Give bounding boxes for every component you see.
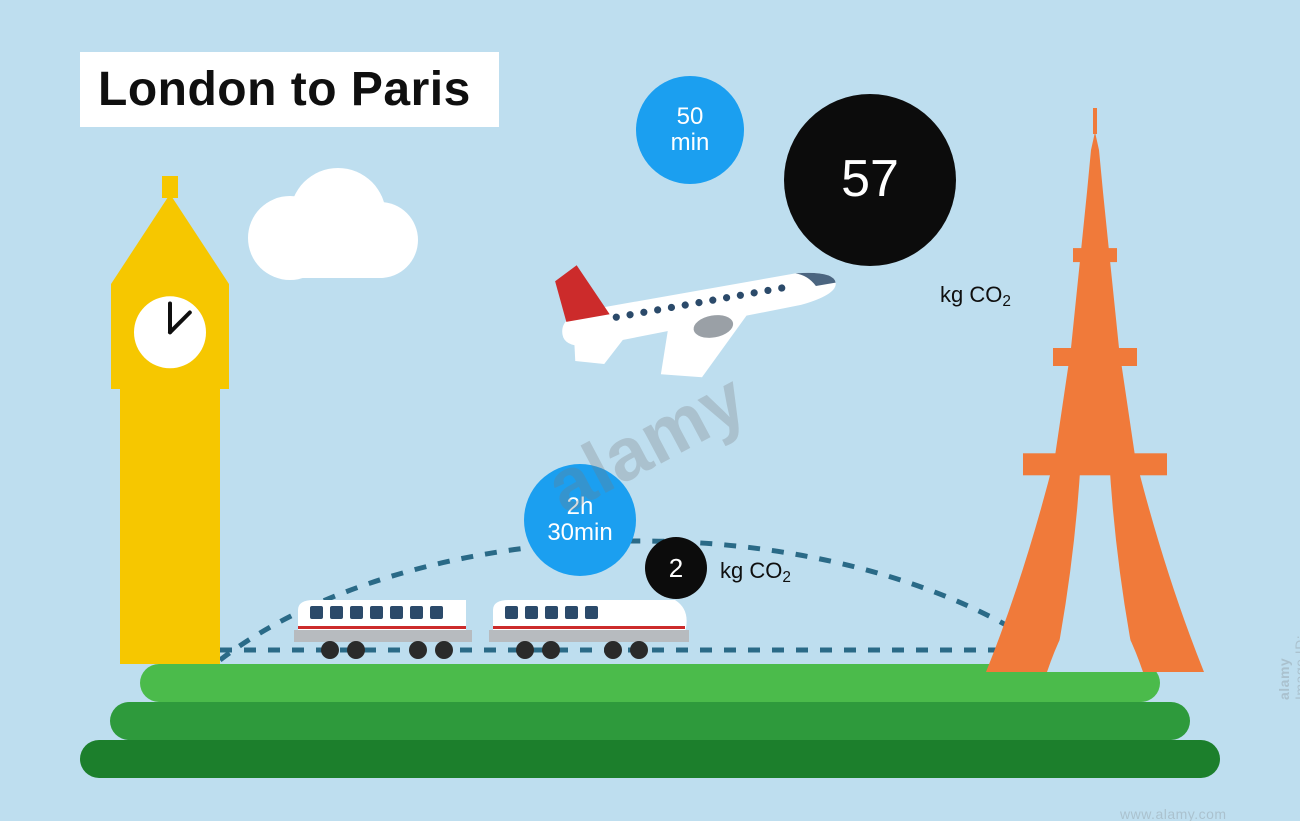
watermark-side: alamy Image ID: 2N02W3N	[1276, 632, 1300, 700]
watermark-bottom: www.alamy.com	[1120, 806, 1227, 821]
ground-band	[110, 702, 1190, 740]
plane-time-line1: 50	[677, 104, 704, 130]
cloud-icon	[220, 160, 440, 290]
infographic-stage: London to Paris 50 min 57 kg CO2 2h 30mi…	[0, 0, 1300, 821]
plane-time-line2: min	[671, 130, 710, 156]
plane-co2-label: kg CO2	[940, 282, 1011, 308]
eiffel-tower-icon	[980, 132, 1210, 672]
train-co2-label: kg CO2	[720, 558, 791, 584]
title-text: London to Paris	[98, 63, 471, 116]
train-co2-value: 2	[669, 554, 683, 583]
ground-band	[80, 740, 1220, 778]
plane-co2-bubble: 57	[784, 94, 956, 266]
plane-co2-value: 57	[841, 151, 899, 208]
train-co2-bubble: 2	[645, 537, 707, 599]
title: London to Paris	[80, 52, 499, 127]
plane-time-bubble: 50 min	[636, 76, 744, 184]
